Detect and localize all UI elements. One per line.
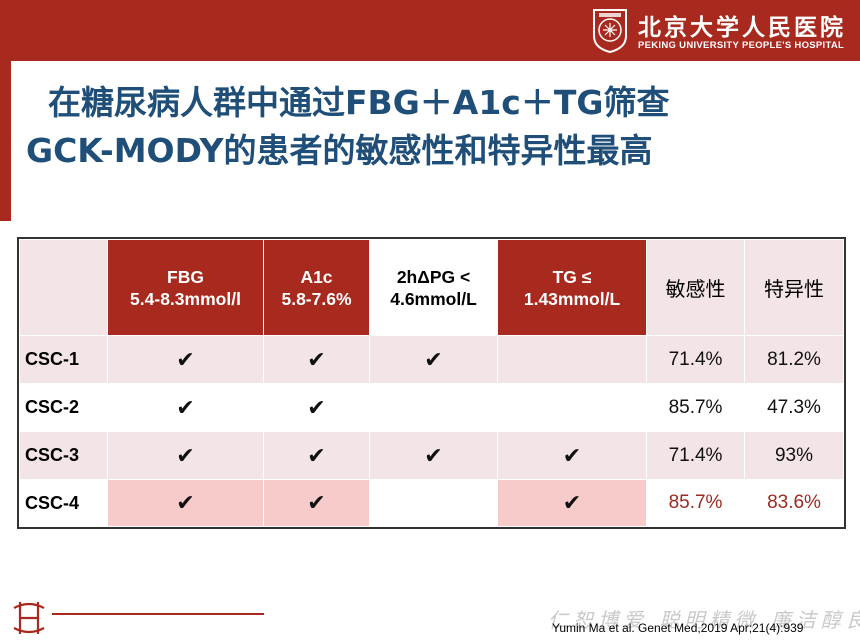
sensitivity-value: 85.7% <box>646 383 745 432</box>
screening-criteria-table: FBG 5.4-8.3mmol/l A1c 5.8-7.6% 2hΔPG < 4… <box>17 237 846 529</box>
header-bar: 北京大学人民医院 PEKING UNIVERSITY PEOPLE'S HOSP… <box>0 0 860 61</box>
table-row: CSC-3 ✔ ✔ ✔ ✔ 71.4% 93% <box>19 431 844 480</box>
left-accent-bar <box>0 61 11 221</box>
specificity-value: 47.3% <box>744 383 844 432</box>
row-label: CSC-2 <box>19 383 108 432</box>
hospital-monogram-icon <box>13 602 45 634</box>
column-header-line: 2hΔPG < <box>396 266 471 287</box>
header-corner-cell <box>19 239 108 336</box>
hospital-motto: 仁恕博爱 聪明精微 廉洁醇良 <box>548 608 860 632</box>
slide-title-line2: GCK-MODY的患者的敏感性和特异性最高 <box>26 131 653 170</box>
check-cell: ✔ <box>497 479 647 527</box>
hospital-name-en: PEKING UNIVERSITY PEOPLE'S HOSPITAL <box>638 40 845 51</box>
check-cell: ✔ <box>107 431 264 480</box>
sensitivity-value: 85.7% <box>646 479 745 527</box>
specificity-value: 93% <box>744 431 844 480</box>
check-cell <box>497 335 647 384</box>
column-header-line: 5.8-7.6% <box>281 288 352 309</box>
row-label: CSC-4 <box>19 479 108 527</box>
check-cell <box>369 479 498 527</box>
check-cell <box>497 383 647 432</box>
row-label: CSC-3 <box>19 431 108 480</box>
check-cell: ✔ <box>263 431 370 480</box>
column-header-line: FBG <box>167 266 204 287</box>
check-cell: ✔ <box>263 335 370 384</box>
check-cell: ✔ <box>263 383 370 432</box>
column-header-line: TG ≤ <box>552 266 592 287</box>
check-cell: ✔ <box>369 431 498 480</box>
sensitivity-value: 71.4% <box>646 431 745 480</box>
check-cell: ✔ <box>497 431 647 480</box>
slide-title-line1: 在糖尿病人群中通过FBG＋A1c＋TG筛查 <box>48 83 670 122</box>
check-cell: ✔ <box>107 479 264 527</box>
column-header-a1c: A1c 5.8-7.6% <box>263 239 370 336</box>
specificity-value: 81.2% <box>744 335 844 384</box>
footer-divider <box>52 613 264 615</box>
column-header-specificity: 特异性 <box>744 239 844 336</box>
sensitivity-value: 71.4% <box>646 335 745 384</box>
hospital-logo-icon <box>593 9 627 54</box>
check-cell: ✔ <box>107 383 264 432</box>
column-header-line: A1c <box>300 266 333 287</box>
column-header-line: 4.6mmol/L <box>390 288 477 309</box>
specificity-value: 83.6% <box>744 479 844 527</box>
row-label: CSC-1 <box>19 335 108 384</box>
column-header-line: 1.43mmol/L <box>523 288 621 309</box>
column-header-sensitivity: 敏感性 <box>646 239 745 336</box>
column-header-2h-pg: 2hΔPG < 4.6mmol/L <box>369 239 498 336</box>
table-row-highlighted: CSC-4 ✔ ✔ ✔ 85.7% 83.6% <box>19 479 844 527</box>
hospital-name-cn: 北京大学人民医院 <box>638 14 846 41</box>
check-cell: ✔ <box>107 335 264 384</box>
column-header-tg: TG ≤ 1.43mmol/L <box>497 239 647 336</box>
citation: Yumin Ma et al. Genet Med,2019 Apr;21(4)… <box>552 621 804 635</box>
check-cell: ✔ <box>263 479 370 527</box>
column-header-line: 5.4-8.3mmol/l <box>130 288 241 309</box>
check-cell: ✔ <box>369 335 498 384</box>
column-header-fbg: FBG 5.4-8.3mmol/l <box>107 239 264 336</box>
table-row: CSC-1 ✔ ✔ ✔ 71.4% 81.2% <box>19 335 844 384</box>
table-header-row: FBG 5.4-8.3mmol/l A1c 5.8-7.6% 2hΔPG < 4… <box>19 239 844 336</box>
check-cell <box>369 383 498 432</box>
table-row: CSC-2 ✔ ✔ 85.7% 47.3% <box>19 383 844 432</box>
